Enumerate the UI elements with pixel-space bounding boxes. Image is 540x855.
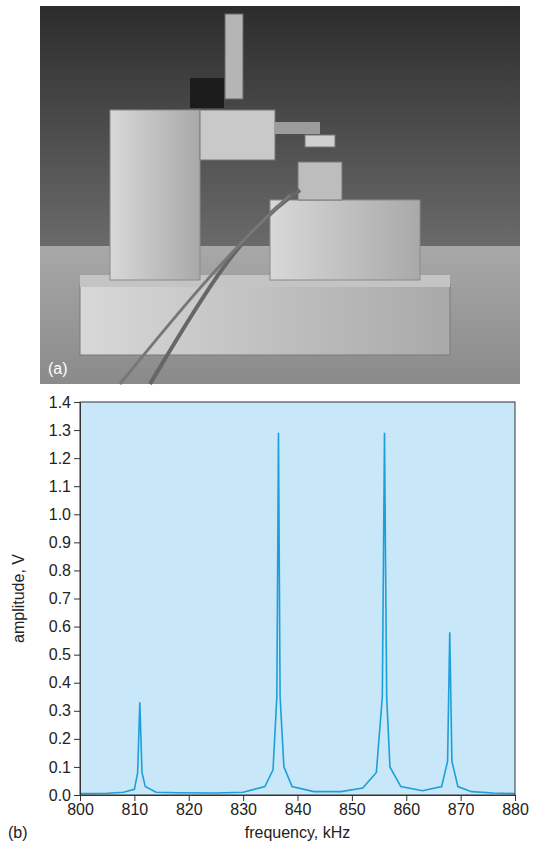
tick-mark	[461, 795, 462, 801]
tick-label: 0.7	[49, 590, 71, 607]
photo-base	[80, 285, 450, 355]
tick-mark	[515, 795, 516, 801]
tick: 800	[67, 795, 94, 818]
tick-mark	[74, 402, 80, 403]
tick: 1.0	[49, 506, 80, 523]
photo-micrometer	[225, 14, 243, 99]
tick-label: 1.0	[49, 506, 71, 523]
tick-mark	[298, 795, 299, 801]
tick: 1.2	[49, 450, 80, 467]
x-axis-title: frequency, kHz	[245, 824, 351, 841]
photo: (a)	[40, 6, 520, 384]
figure: (a)8008108208308408508608708800.00.10.20…	[0, 0, 540, 855]
panel-label: (a)	[48, 360, 68, 377]
tick-label: 870	[448, 801, 475, 818]
tick-label: 840	[285, 801, 312, 818]
tick: 1.3	[49, 422, 80, 439]
tick-label: 0.0	[49, 787, 71, 804]
data-marks	[80, 433, 515, 794]
photo-cable	[150, 190, 300, 384]
tick-mark	[74, 655, 80, 656]
tick-label: 0.5	[49, 646, 71, 663]
photo-upright	[110, 110, 200, 280]
tick: 830	[230, 795, 257, 818]
tick: 0.2	[49, 730, 80, 747]
tick-mark	[74, 430, 80, 431]
tick: 0.6	[49, 618, 80, 635]
tick-mark	[74, 711, 80, 712]
panel-label: (b)	[8, 824, 28, 841]
tick-label: 1.4	[49, 394, 71, 411]
tick-label: 1.1	[49, 478, 71, 495]
chart: 8008108208308408508608708800.00.10.20.30…	[8, 394, 529, 841]
tick: 0.9	[49, 534, 80, 551]
tick-label: 850	[339, 801, 366, 818]
tick-mark	[74, 739, 80, 740]
tick-mark	[74, 514, 80, 515]
tick-label: 0.9	[49, 534, 71, 551]
tick: 850	[339, 795, 366, 818]
tick-mark	[74, 570, 80, 571]
tick-label: 800	[67, 801, 94, 818]
photo-stage	[190, 78, 224, 108]
tick: 1.1	[49, 478, 80, 495]
tick-mark	[74, 486, 80, 487]
photo-sample	[305, 135, 335, 147]
y-axis-title: amplitude, V	[10, 554, 27, 643]
tick-label: 830	[230, 801, 257, 818]
tick-mark	[80, 795, 81, 801]
tick: 810	[122, 795, 149, 818]
tick-label: 0.1	[49, 759, 71, 776]
tick-mark	[74, 795, 80, 796]
tick: 860	[393, 795, 420, 818]
tick: 0.4	[49, 674, 80, 691]
tick-mark	[189, 795, 190, 801]
tick-mark	[74, 683, 80, 684]
photo-block	[270, 200, 420, 280]
tick-label: 820	[176, 801, 203, 818]
tick-label: 860	[393, 801, 420, 818]
tick-label: 0.8	[49, 562, 71, 579]
tick-mark	[406, 795, 407, 801]
photo-holder	[200, 110, 275, 160]
tick-label: 810	[122, 801, 149, 818]
photo-cable	[120, 195, 290, 384]
tick-label: 880	[502, 801, 529, 818]
tick-mark	[243, 795, 244, 801]
tick: 0.5	[49, 646, 80, 663]
photo-arm	[275, 122, 320, 134]
axis-line	[80, 403, 81, 796]
tick-mark	[352, 795, 353, 801]
tick: 880	[502, 795, 529, 818]
tick: 0.8	[49, 562, 80, 579]
tick-mark	[74, 458, 80, 459]
x-axis: 800 810 820 830 840 850 860 870 880	[67, 795, 529, 818]
tick: 0.0	[49, 787, 80, 804]
tick: 0.1	[49, 759, 80, 776]
tick-mark	[74, 767, 80, 768]
tick: 820	[176, 795, 203, 818]
tick: 840	[285, 795, 312, 818]
y-axis: 0.0 0.1 0.2 0.3 0.4 0.5 0.6 0.7 0.8 0.9 1.0 1.1 1.2 1…	[49, 394, 81, 804]
tick-label: 0.6	[49, 618, 71, 635]
plot-background	[80, 402, 515, 795]
tick-label: 1.2	[49, 450, 71, 467]
tick-mark	[74, 599, 80, 600]
tick-mark	[134, 795, 135, 801]
tick: 870	[448, 795, 475, 818]
tick-mark	[74, 542, 80, 543]
tick-label: 0.4	[49, 674, 71, 691]
tick-label: 1.3	[49, 422, 71, 439]
tick-label: 0.3	[49, 702, 71, 719]
photo-transducer	[298, 162, 342, 200]
spectrum-line	[80, 433, 515, 794]
plot-frame	[80, 402, 515, 795]
tick-label: 0.2	[49, 730, 71, 747]
tick: 1.4	[49, 394, 80, 411]
tick: 0.3	[49, 702, 80, 719]
tick: 0.7	[49, 590, 80, 607]
tick-mark	[74, 627, 80, 628]
